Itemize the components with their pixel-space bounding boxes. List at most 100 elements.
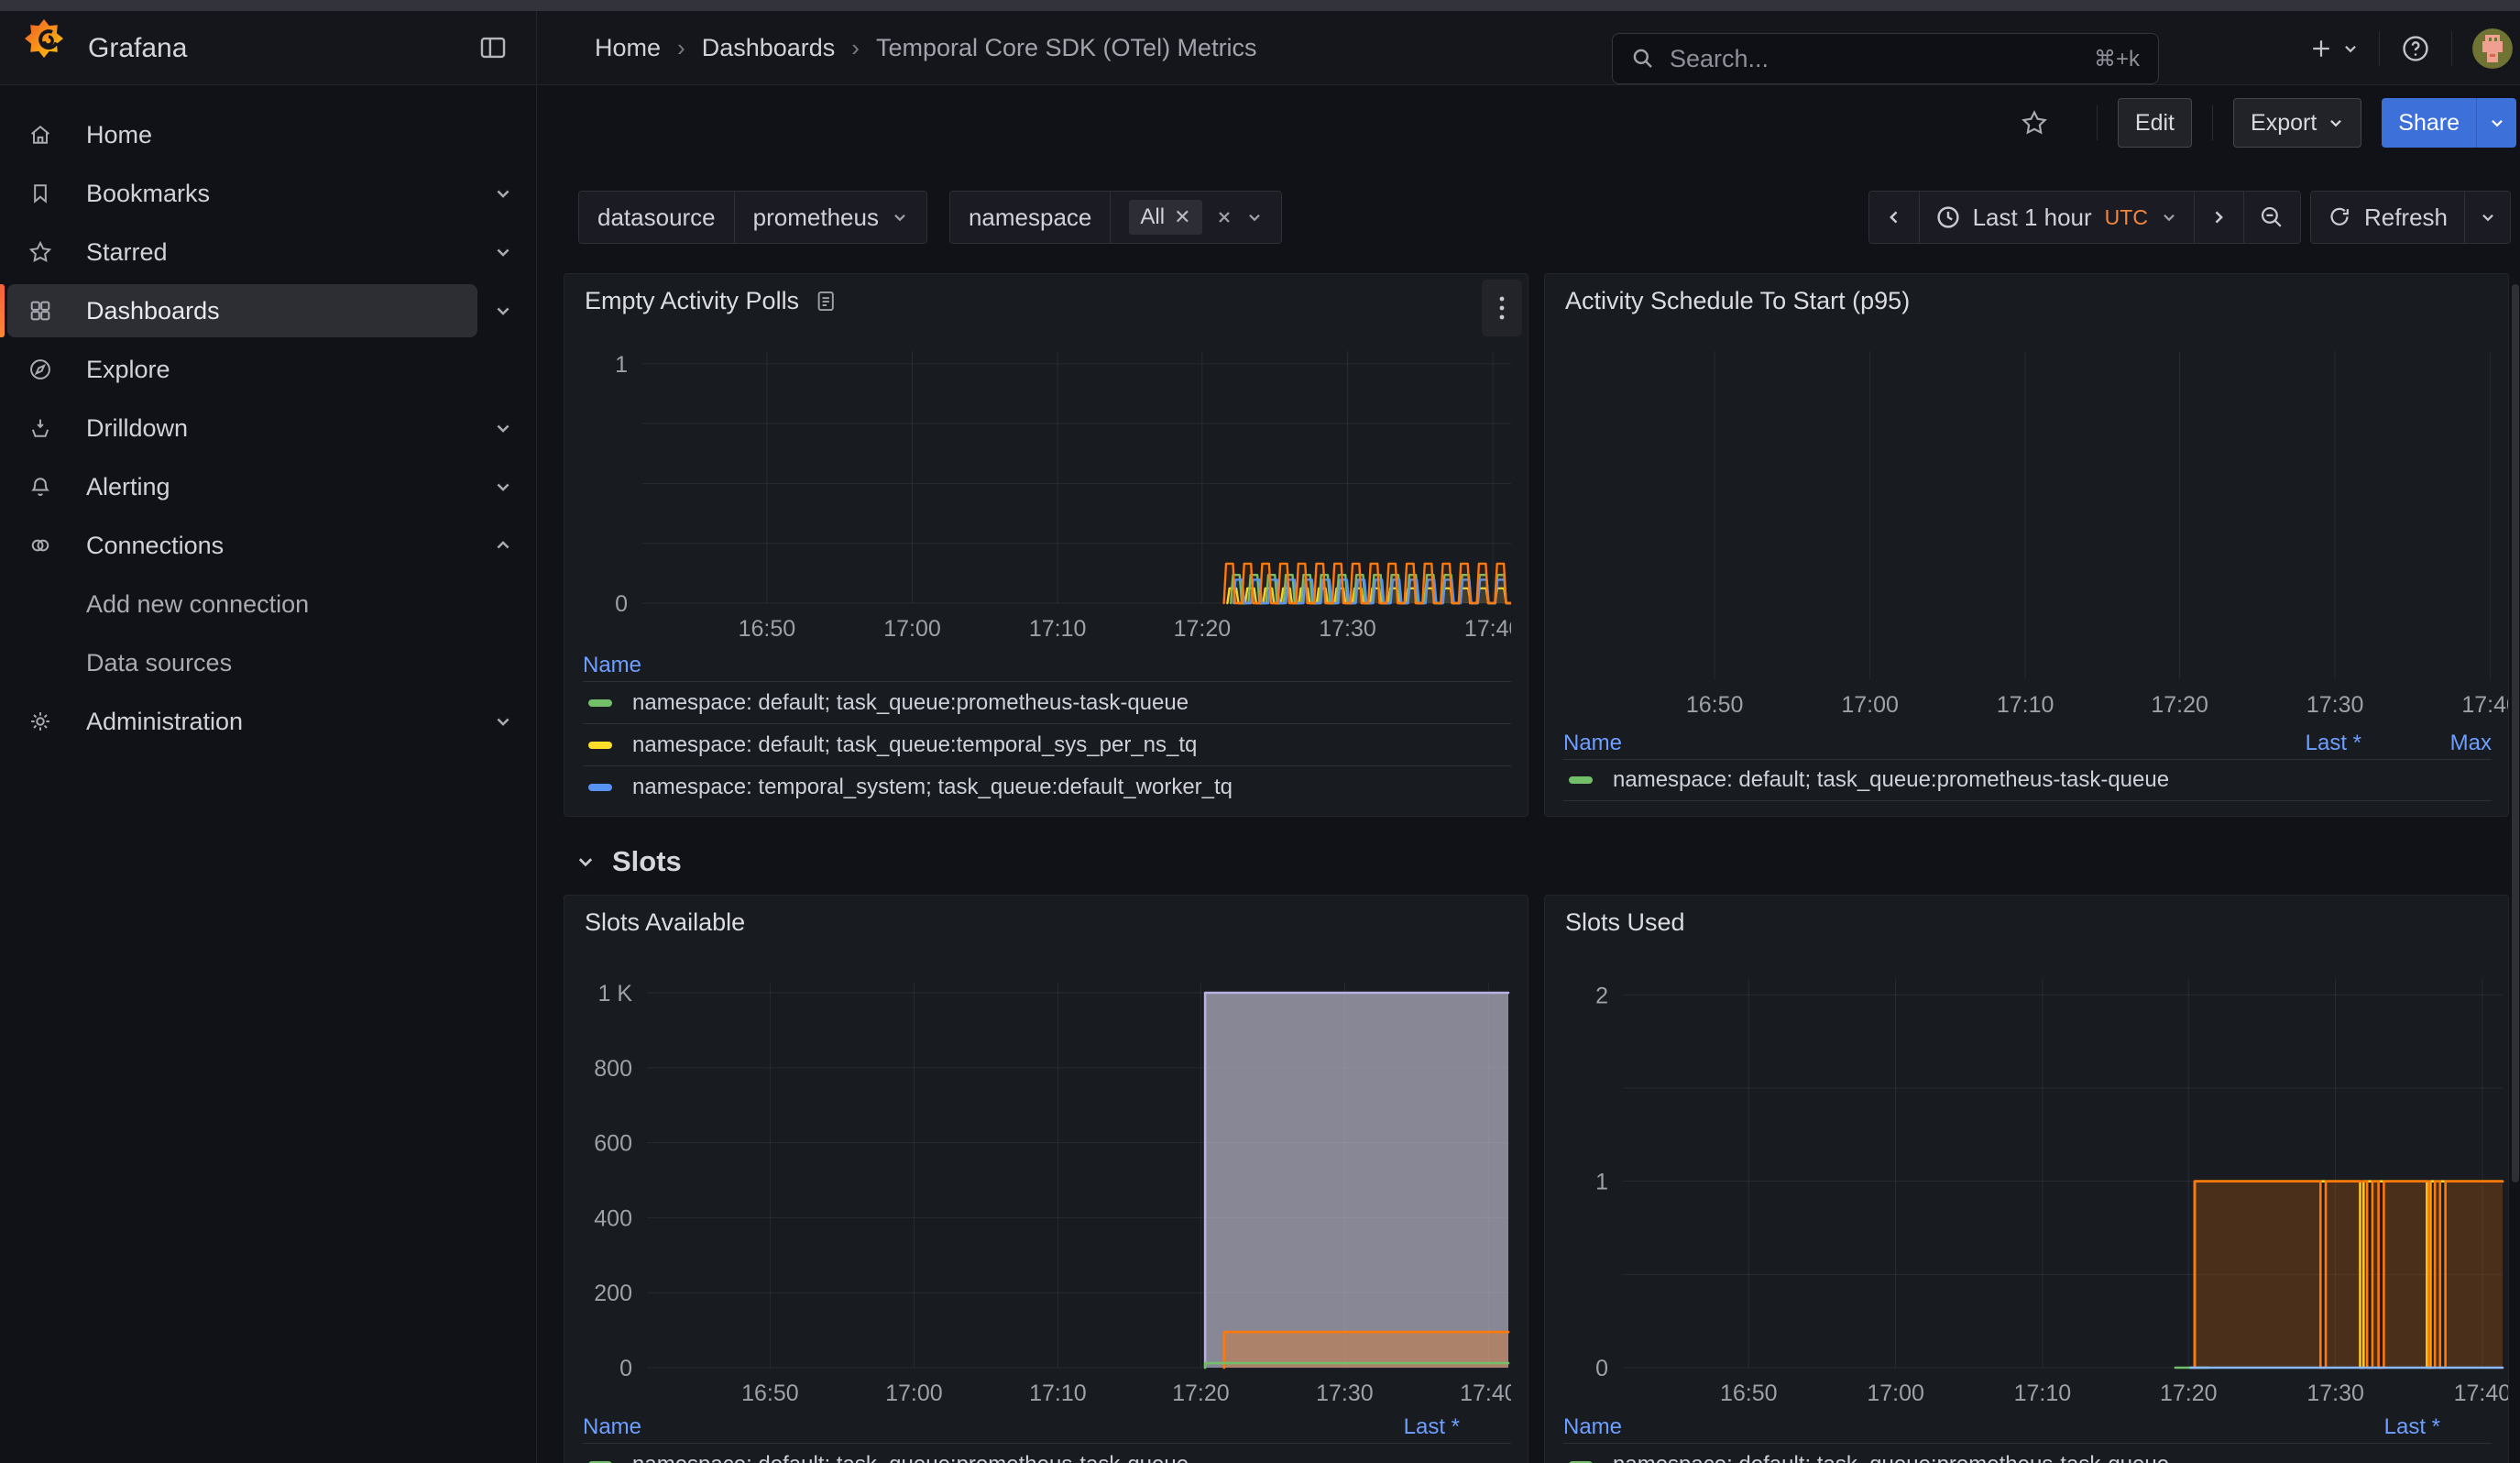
breadcrumb-current: Temporal Core SDK (OTel) Metrics <box>875 34 1257 61</box>
namespace-value: All <box>1140 204 1166 229</box>
zoom-out-button[interactable] <box>2242 192 2300 243</box>
legend-item[interactable]: namespace: default; task_queue:prometheu… <box>583 1443 1511 1463</box>
edit-button[interactable]: Edit <box>2117 98 2193 148</box>
chevron-down-icon[interactable] <box>494 712 512 731</box>
time-series-chart[interactable]: 16:50 17:00 17:10 17:20 17:30 17:40 <box>1563 347 2509 751</box>
legend-header-name[interactable]: Name <box>583 1414 642 1439</box>
y-axis-tick-label: 0 <box>615 591 628 617</box>
sidebar-item-alerting[interactable]: Alerting <box>0 457 536 516</box>
legend-header-last[interactable]: Last * <box>2383 1414 2440 1439</box>
chevron-down-icon <box>2482 214 2493 222</box>
time-picker-group: Last 1 hour UTC <box>1868 191 2301 244</box>
series-line <box>1203 991 1510 1370</box>
chevron-left-icon <box>1889 211 1897 224</box>
breadcrumb-home[interactable]: Home <box>595 34 662 61</box>
legend-header-name[interactable]: Name <box>583 653 642 677</box>
search-icon <box>1631 47 1655 71</box>
scrollbar[interactable] <box>2512 284 2519 1182</box>
clear-all-icon[interactable] <box>1215 208 1233 226</box>
variable-filters: datasource prometheus namespace All ✕ <box>578 191 1282 244</box>
chevron-down-icon[interactable] <box>494 478 512 496</box>
legend-item[interactable]: namespace: temporal_system; task_queue:d… <box>583 765 1511 808</box>
sidebar-item-starred[interactable]: Starred <box>0 223 536 281</box>
chevron-up-icon[interactable] <box>494 536 512 555</box>
row-slots-toggle[interactable]: Slots <box>575 845 682 878</box>
legend-item[interactable]: namespace: default; task_queue:temporal_… <box>583 723 1511 765</box>
legend-header-name[interactable]: Name <box>1563 1414 1623 1439</box>
series-line <box>1203 1361 1510 1370</box>
sidebar-item-label: Bookmarks <box>86 179 211 207</box>
toolbar-divider <box>2096 105 2098 140</box>
y-axis-tick-label: 800 <box>594 1056 632 1082</box>
legend-header-last[interactable]: Last * <box>1403 1414 1460 1439</box>
search-box[interactable]: ⌘+k <box>1612 33 2159 84</box>
chevron-down-icon[interactable] <box>494 419 512 437</box>
chevron-down-icon[interactable] <box>494 302 512 320</box>
legend-header-last[interactable]: Last * <box>2305 731 2361 755</box>
sidebar-item-add-new-connection[interactable]: Add new connection <box>0 575 536 633</box>
time-series-chart[interactable]: 16:50 17:00 17:10 17:20 17:30 17:40 1 K 800 600 4… <box>583 960 1511 1409</box>
share-button[interactable]: Share <box>2382 98 2476 148</box>
grafana-logo-icon[interactable] <box>24 18 64 59</box>
connections-icon <box>27 533 53 558</box>
sidebar-item-administration[interactable]: Administration <box>0 692 536 751</box>
time-range-picker[interactable]: Last 1 hour UTC <box>1918 192 2194 243</box>
time-shift-back-button[interactable] <box>1868 192 1919 243</box>
time-range-label: Last 1 hour <box>1972 203 2092 231</box>
remove-value-icon[interactable]: ✕ <box>1174 205 1191 228</box>
share-dropdown-button[interactable] <box>2476 98 2516 148</box>
panel-empty-activity-polls: Empty Activity Polls 16:50 17:00 17:10 17:2… <box>564 273 1528 817</box>
favorite-star-icon[interactable] <box>2020 108 2049 138</box>
refresh-button[interactable]: Refresh <box>2310 192 2464 243</box>
bookmark-icon <box>27 181 53 206</box>
legend-header-max[interactable]: Max <box>2449 731 2492 755</box>
chevron-down-icon[interactable] <box>494 184 512 203</box>
x-axis-tick-label: 17:00 <box>1867 1380 1924 1406</box>
series-fill <box>1223 1332 1508 1368</box>
sidebar-item-dashboards[interactable]: Dashboards <box>0 281 536 340</box>
time-series-chart[interactable]: 16:50 17:00 17:10 17:20 17:30 17:40 1 0 <box>583 347 1511 650</box>
bell-icon <box>27 474 53 500</box>
sidebar-item-label: Explore <box>86 355 170 383</box>
legend-item[interactable]: namespace: default; task_queue:prometheu… <box>583 681 1511 723</box>
panel-title[interactable]: Empty Activity Polls <box>585 287 800 314</box>
panel-title[interactable]: Activity Schedule To Start (p95) <box>1565 287 1911 314</box>
sidebar-item-data-sources[interactable]: Data sources <box>0 633 536 692</box>
legend-item[interactable]: namespace: default; task_queue:prometheu… <box>1563 1443 2492 1463</box>
new-dropdown-button[interactable] <box>2307 35 2359 62</box>
breadcrumb-dashboards[interactable]: Dashboards <box>701 34 836 61</box>
chevron-down-icon[interactable] <box>494 243 512 261</box>
namespace-value-chip[interactable]: All ✕ <box>1129 200 1202 235</box>
legend-item[interactable]: namespace: default; task_queue:prometheu… <box>1563 759 2492 801</box>
search-input[interactable] <box>1668 43 2081 74</box>
sidebar-item-bookmarks[interactable]: Bookmarks <box>0 164 536 223</box>
namespace-select[interactable]: All ✕ <box>1110 192 1281 243</box>
legend-label: namespace: default; task_queue:prometheu… <box>632 1452 1189 1463</box>
user-avatar[interactable] <box>2472 28 2513 69</box>
chart-legend: Name Last * namespace: default; task_queue… <box>1563 1412 2492 1463</box>
timezone-label: UTC <box>2104 204 2148 229</box>
legend-header-name[interactable]: Name <box>1563 731 1623 755</box>
sidebar-item-drilldown[interactable]: Drilldown <box>0 399 536 457</box>
sidebar-item-explore[interactable]: Explore <box>0 340 536 399</box>
x-axis-tick-label: 17:10 <box>1997 692 2054 718</box>
x-axis-tick-label: 16:50 <box>739 616 796 642</box>
time-series-chart[interactable]: 16:50 17:00 17:10 17:20 17:30 17:40 2 1 0 <box>1563 960 2509 1409</box>
panel-title[interactable]: Slots Available <box>585 908 746 936</box>
panel-menu-button[interactable] <box>1482 280 1522 336</box>
time-controls: Last 1 hour UTC Refresh <box>1868 191 2511 244</box>
datasource-filter: datasource prometheus <box>578 191 927 244</box>
chart-legend: Name Last * Max namespace: default; task_qu… <box>1563 728 2492 801</box>
panel-title[interactable]: Slots Used <box>1565 908 1685 936</box>
time-shift-forward-button[interactable] <box>2193 192 2243 243</box>
sidebar-item-label: Home <box>86 120 153 148</box>
breadcrumb-separator: › <box>851 34 860 61</box>
export-button[interactable]: Export <box>2233 98 2362 148</box>
mega-menu-toggle-icon[interactable] <box>477 31 509 64</box>
datasource-select[interactable]: prometheus <box>733 192 926 243</box>
help-icon[interactable] <box>2400 33 2431 64</box>
panel-description-icon[interactable] <box>814 289 838 314</box>
refresh-interval-dropdown[interactable] <box>2464 192 2510 243</box>
sidebar-item-home[interactable]: Home <box>0 105 536 164</box>
sidebar-item-connections[interactable]: Connections <box>0 516 536 575</box>
